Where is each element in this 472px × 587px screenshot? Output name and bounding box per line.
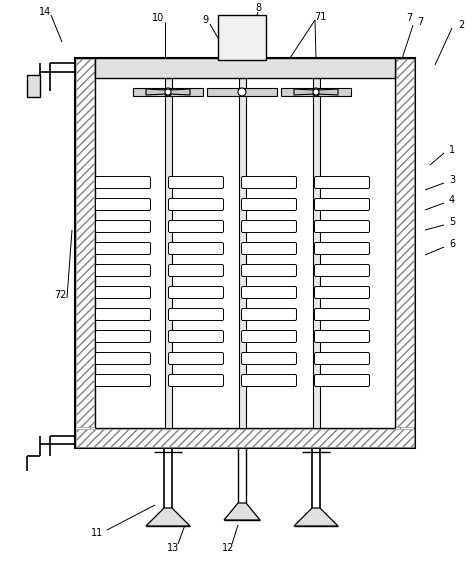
Polygon shape xyxy=(396,59,414,427)
Bar xyxy=(281,88,351,96)
Polygon shape xyxy=(146,508,190,526)
Text: 7: 7 xyxy=(417,17,423,27)
FancyBboxPatch shape xyxy=(95,353,151,365)
Bar xyxy=(207,88,277,96)
FancyBboxPatch shape xyxy=(95,330,151,342)
Polygon shape xyxy=(146,89,166,95)
Polygon shape xyxy=(76,429,414,447)
FancyBboxPatch shape xyxy=(242,221,296,232)
FancyBboxPatch shape xyxy=(242,198,296,211)
Circle shape xyxy=(313,89,319,95)
FancyBboxPatch shape xyxy=(95,221,151,232)
Text: 6: 6 xyxy=(449,239,455,249)
FancyBboxPatch shape xyxy=(242,265,296,276)
Polygon shape xyxy=(170,89,190,95)
Bar xyxy=(75,58,415,448)
Polygon shape xyxy=(318,89,338,95)
FancyBboxPatch shape xyxy=(314,353,370,365)
FancyBboxPatch shape xyxy=(95,309,151,321)
FancyBboxPatch shape xyxy=(314,330,370,342)
FancyBboxPatch shape xyxy=(314,265,370,276)
FancyBboxPatch shape xyxy=(314,221,370,232)
FancyBboxPatch shape xyxy=(242,177,296,188)
FancyBboxPatch shape xyxy=(169,177,224,188)
Circle shape xyxy=(312,88,320,96)
Text: 7: 7 xyxy=(406,13,412,23)
FancyBboxPatch shape xyxy=(169,309,224,321)
FancyBboxPatch shape xyxy=(242,309,296,321)
FancyBboxPatch shape xyxy=(169,198,224,211)
FancyBboxPatch shape xyxy=(169,265,224,276)
FancyBboxPatch shape xyxy=(314,198,370,211)
Text: 1: 1 xyxy=(449,145,455,155)
Text: 3: 3 xyxy=(449,175,455,185)
FancyBboxPatch shape xyxy=(314,286,370,299)
FancyBboxPatch shape xyxy=(95,375,151,386)
FancyBboxPatch shape xyxy=(314,242,370,255)
Polygon shape xyxy=(224,503,260,520)
FancyBboxPatch shape xyxy=(169,242,224,255)
Text: 4: 4 xyxy=(449,195,455,205)
Bar xyxy=(218,15,266,60)
FancyBboxPatch shape xyxy=(95,286,151,299)
Bar xyxy=(313,78,320,428)
FancyBboxPatch shape xyxy=(314,375,370,386)
FancyBboxPatch shape xyxy=(169,375,224,386)
Text: 72: 72 xyxy=(54,290,66,300)
Text: 71: 71 xyxy=(314,12,326,22)
FancyBboxPatch shape xyxy=(242,375,296,386)
Bar xyxy=(165,78,172,428)
Text: 10: 10 xyxy=(152,13,164,23)
FancyBboxPatch shape xyxy=(95,198,151,211)
FancyBboxPatch shape xyxy=(95,265,151,276)
Bar xyxy=(27,75,40,97)
FancyBboxPatch shape xyxy=(242,330,296,342)
Text: 11: 11 xyxy=(91,528,103,538)
Circle shape xyxy=(164,88,172,96)
FancyBboxPatch shape xyxy=(169,286,224,299)
Text: 2: 2 xyxy=(458,20,464,30)
FancyBboxPatch shape xyxy=(169,353,224,365)
FancyBboxPatch shape xyxy=(242,242,296,255)
FancyBboxPatch shape xyxy=(169,221,224,232)
FancyBboxPatch shape xyxy=(95,242,151,255)
FancyBboxPatch shape xyxy=(314,177,370,188)
Text: 9: 9 xyxy=(202,15,208,25)
FancyBboxPatch shape xyxy=(169,330,224,342)
Polygon shape xyxy=(76,59,94,427)
Text: 14: 14 xyxy=(39,7,51,17)
Text: 13: 13 xyxy=(167,543,179,553)
FancyBboxPatch shape xyxy=(314,309,370,321)
Text: 8: 8 xyxy=(255,3,261,13)
Bar xyxy=(133,88,203,96)
Circle shape xyxy=(238,88,246,96)
FancyBboxPatch shape xyxy=(242,286,296,299)
FancyBboxPatch shape xyxy=(95,177,151,188)
Circle shape xyxy=(165,89,171,95)
Text: 12: 12 xyxy=(222,543,234,553)
Text: 5: 5 xyxy=(449,217,455,227)
Bar xyxy=(95,58,395,78)
Polygon shape xyxy=(294,89,314,95)
Bar xyxy=(239,78,246,428)
Polygon shape xyxy=(294,508,338,526)
FancyBboxPatch shape xyxy=(242,353,296,365)
